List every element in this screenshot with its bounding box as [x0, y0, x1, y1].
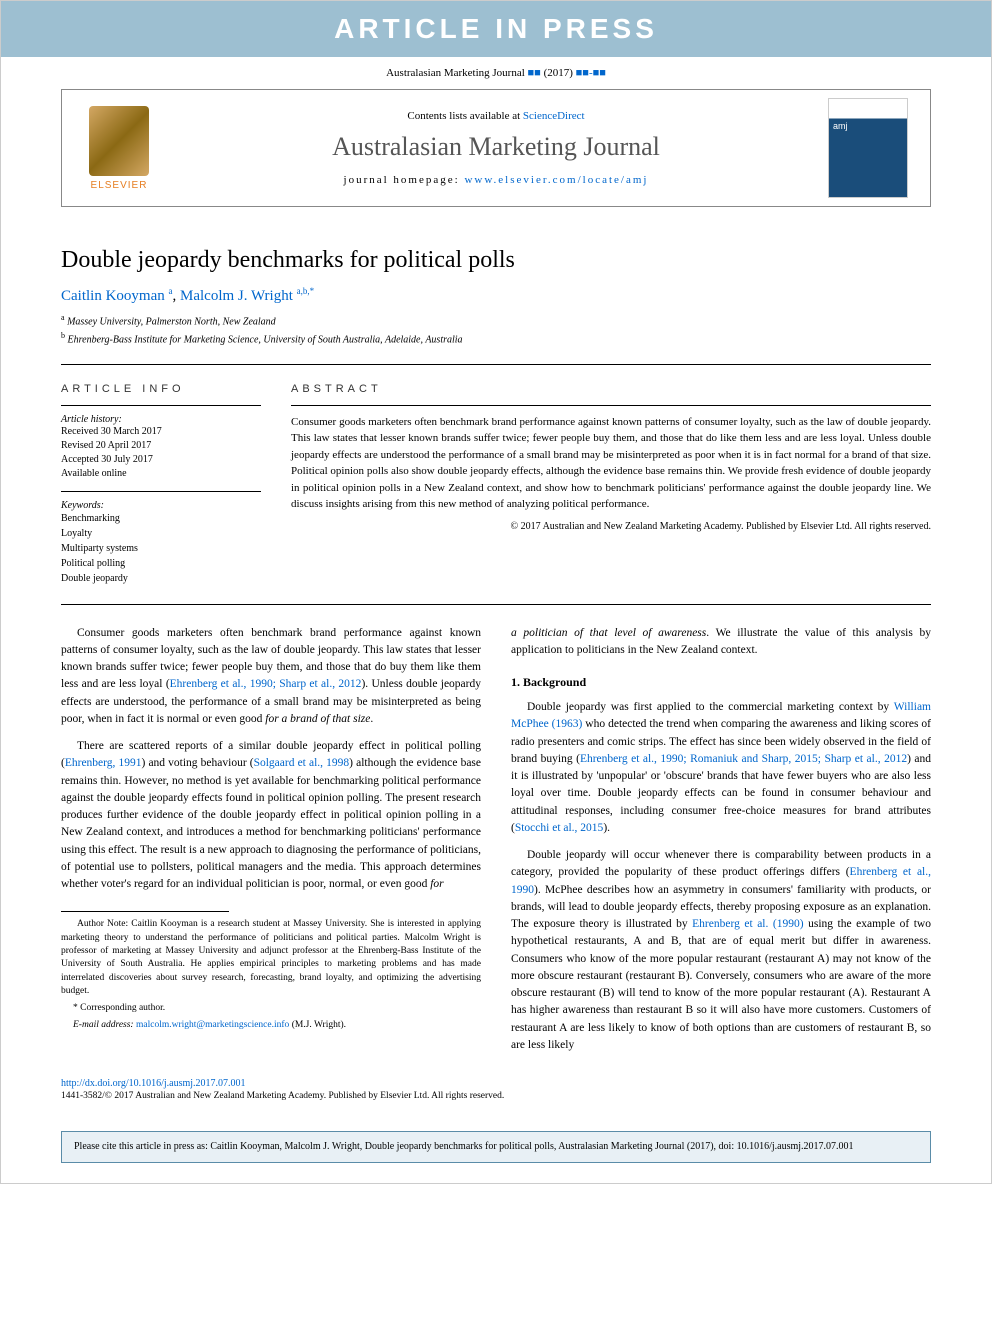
available-date: Available online [61, 467, 261, 481]
article-info-header: ARTICLE INFO [61, 383, 261, 395]
abstract-rule [291, 405, 931, 406]
rp2-a: Double jeopardy was first applied to the… [527, 701, 894, 713]
rule-bottom [61, 604, 931, 605]
section-1-heading: 1. Background [511, 673, 931, 691]
affiliation-b-text: Ehrenberg-Bass Institute for Marketing S… [68, 335, 463, 346]
info-rule [61, 405, 261, 406]
elsevier-tree-icon [89, 106, 149, 176]
journal-ref-year: (2017) [541, 67, 576, 79]
affiliation-b: b Ehrenberg-Bass Institute for Marketing… [61, 331, 931, 345]
accepted-date: Accepted 30 July 2017 [61, 453, 261, 467]
author-1[interactable]: Caitlin Kooyman [61, 288, 165, 304]
p2-b: ) and voting behaviour ( [142, 757, 254, 769]
abstract-header: ABSTRACT [291, 383, 931, 395]
homepage-line: journal homepage: www.elsevier.com/locat… [164, 174, 828, 186]
abstract-copyright: © 2017 Australian and New Zealand Market… [291, 521, 931, 532]
footnotes: Author Note: Caitlin Kooyman is a resear… [61, 918, 481, 1032]
sciencedirect-link[interactable]: ScienceDirect [523, 110, 585, 122]
body-r-p1: a politician of that level of awareness.… [511, 625, 931, 660]
article-info: ARTICLE INFO Article history: Received 3… [61, 383, 261, 586]
keyword-1: Benchmarking [61, 511, 261, 526]
author-1-sup: a [169, 286, 173, 296]
body-r-p3: Double jeopardy will occur whenever ther… [511, 847, 931, 1054]
elsevier-label: ELSEVIER [74, 180, 164, 191]
history-label: Article history: [61, 414, 261, 425]
article-title: Double jeopardy benchmarks for political… [61, 247, 931, 274]
journal-cover: amj [828, 98, 918, 198]
body-p2: There are scattered reports of a similar… [61, 738, 481, 893]
p1-italic: for a brand of that size [265, 713, 370, 725]
keyword-3: Multiparty systems [61, 541, 261, 556]
body-columns: Consumer goods marketers often benchmark… [61, 625, 931, 1065]
doi-link[interactable]: http://dx.doi.org/10.1016/j.ausmj.2017.0… [61, 1078, 246, 1089]
footnote-rule [61, 911, 229, 912]
contents-prefix: Contents lists available at [407, 110, 522, 122]
keyword-4: Political polling [61, 556, 261, 571]
authors: Caitlin Kooyman a, Malcolm J. Wright a,b… [61, 286, 931, 305]
email-note: E-mail address: malcolm.wright@marketing… [61, 1019, 481, 1032]
rp2-d: ). [603, 822, 610, 834]
amj-cover-label: amj [833, 121, 848, 131]
p1-cite1[interactable]: Ehrenberg et al., 1990; Sharp et al., 20… [170, 678, 362, 690]
keywords-list: Benchmarking Loyalty Multiparty systems … [61, 511, 261, 586]
email-link[interactable]: malcolm.wright@marketingscience.info [136, 1020, 289, 1030]
journal-header-box: ELSEVIER Contents lists available at Sci… [61, 89, 931, 207]
journal-ref-link[interactable]: ■■ [528, 67, 541, 79]
copyright-footer: 1441-3582/© 2017 Australian and New Zeal… [61, 1091, 931, 1101]
keyword-5: Double jeopardy [61, 571, 261, 586]
rp1-italic: a politician of that level of awareness [511, 627, 706, 639]
homepage-prefix: journal homepage: [344, 174, 465, 186]
abstract-text: Consumer goods marketers often benchmark… [291, 414, 931, 513]
rp2-cite2[interactable]: Ehrenberg et al., 1990; Romaniuk and Sha… [580, 753, 907, 765]
body-r-p2: Double jeopardy was first applied to the… [511, 699, 931, 837]
corresponding-note: * Corresponding author. [61, 1002, 481, 1015]
author-2-sup: a,b,* [297, 286, 315, 296]
body-col-right: a politician of that level of awareness.… [511, 625, 931, 1065]
affiliation-a-text: Massey University, Palmerston North, New… [67, 316, 276, 327]
elsevier-logo: ELSEVIER [74, 106, 164, 191]
content-area: Double jeopardy benchmarks for political… [1, 227, 991, 1111]
affiliation-a: a Massey University, Palmerston North, N… [61, 313, 931, 327]
keyword-2: Loyalty [61, 526, 261, 541]
p2-cite2[interactable]: Solgaard et al., 1998 [254, 757, 350, 769]
rule-top [61, 364, 931, 365]
journal-reference: Australasian Marketing Journal ■■ (2017)… [1, 57, 991, 89]
email-suffix: (M.J. Wright). [289, 1020, 346, 1030]
email-label: E-mail address: [73, 1020, 136, 1030]
rp3-cite2[interactable]: Ehrenberg et al. (1990) [692, 918, 803, 930]
journal-ref-pages[interactable]: ■■-■■ [576, 67, 606, 79]
contents-line: Contents lists available at ScienceDirec… [164, 110, 828, 122]
rp2-cite3[interactable]: Stocchi et al., 2015 [515, 822, 603, 834]
press-banner: ARTICLE IN PRESS [1, 1, 991, 57]
revised-date: Revised 20 April 2017 [61, 439, 261, 453]
body-col-left: Consumer goods marketers often benchmark… [61, 625, 481, 1065]
p2-italic: for [430, 878, 443, 890]
body-p1: Consumer goods marketers often benchmark… [61, 625, 481, 729]
received-date: Received 30 March 2017 [61, 425, 261, 439]
doi-line: http://dx.doi.org/10.1016/j.ausmj.2017.0… [61, 1078, 931, 1089]
keywords-label: Keywords: [61, 500, 261, 511]
page-container: ARTICLE IN PRESS Australasian Marketing … [0, 0, 992, 1184]
p2-c: ) although the evidence base remains thi… [61, 757, 481, 890]
author-2[interactable]: Malcolm J. Wright [180, 288, 293, 304]
p2-cite1[interactable]: Ehrenberg, 1991 [65, 757, 142, 769]
p1-c: . [370, 713, 373, 725]
author-note: Author Note: Caitlin Kooyman is a resear… [61, 918, 481, 998]
journal-name: Australasian Marketing Journal [164, 132, 828, 162]
journal-ref-prefix: Australasian Marketing Journal [386, 67, 527, 79]
homepage-link[interactable]: www.elsevier.com/locate/amj [464, 174, 648, 186]
rp3-c: using the example of two hypothetical re… [511, 918, 931, 1051]
abstract-column: ABSTRACT Consumer goods marketers often … [291, 383, 931, 586]
keywords-rule [61, 491, 261, 492]
citation-box: Please cite this article in press as: Ca… [61, 1131, 931, 1163]
info-abstract-row: ARTICLE INFO Article history: Received 3… [61, 383, 931, 586]
header-center: Contents lists available at ScienceDirec… [164, 110, 828, 186]
amj-cover-icon: amj [828, 98, 908, 198]
